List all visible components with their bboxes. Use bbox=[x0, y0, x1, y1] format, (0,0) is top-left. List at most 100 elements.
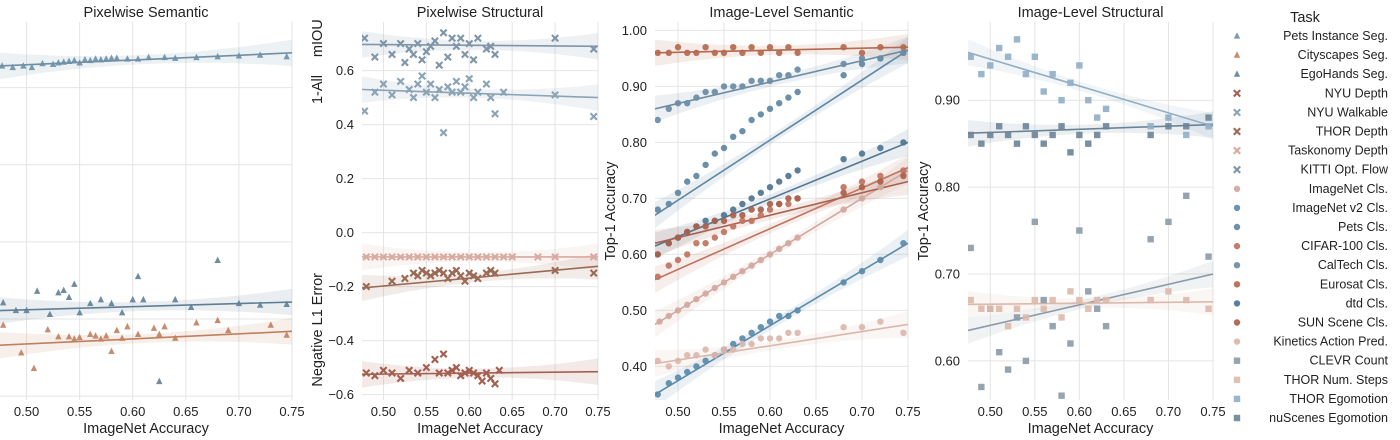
data-point bbox=[766, 335, 774, 342]
data-point bbox=[655, 206, 661, 213]
data-point bbox=[443, 369, 452, 377]
data-point bbox=[785, 329, 792, 336]
data-point bbox=[776, 200, 783, 208]
data-point bbox=[900, 240, 907, 247]
legend-marker bbox=[1233, 185, 1241, 192]
data-point bbox=[684, 178, 691, 185]
regression-line bbox=[655, 166, 908, 281]
data-point bbox=[396, 374, 405, 383]
y-tick-label: 0.60 bbox=[622, 247, 647, 262]
data-point bbox=[1067, 149, 1074, 156]
legend-marker bbox=[1233, 262, 1241, 269]
data-point bbox=[150, 324, 158, 331]
data-point bbox=[748, 217, 755, 224]
data-point bbox=[1102, 296, 1110, 304]
data-point bbox=[1165, 218, 1172, 226]
data-point bbox=[491, 252, 499, 261]
x-tick-label: 0.55 bbox=[711, 404, 736, 419]
data-point bbox=[785, 94, 792, 101]
data-point bbox=[60, 58, 67, 65]
data-point bbox=[766, 206, 774, 213]
data-point bbox=[900, 172, 907, 180]
legend-label: CLEVR Count bbox=[1309, 354, 1388, 368]
regression-line bbox=[655, 180, 908, 244]
data-point bbox=[1165, 288, 1172, 295]
data-point bbox=[551, 90, 560, 99]
legend-marker bbox=[1233, 242, 1241, 250]
data-point bbox=[426, 80, 435, 89]
data-point bbox=[418, 55, 427, 64]
data-point bbox=[720, 346, 728, 353]
data-point bbox=[456, 34, 465, 43]
data-point bbox=[422, 252, 431, 261]
legend-label: NYU Walkable bbox=[1307, 105, 1388, 119]
data-point bbox=[720, 228, 728, 236]
data-point bbox=[118, 334, 126, 341]
data-point bbox=[739, 128, 746, 135]
data-point bbox=[12, 306, 20, 314]
data-point bbox=[900, 167, 907, 174]
data-point bbox=[362, 252, 371, 261]
data-point bbox=[172, 54, 179, 61]
data-point bbox=[1085, 140, 1092, 147]
data-point bbox=[405, 85, 414, 94]
data-point bbox=[267, 321, 274, 328]
data-point bbox=[491, 379, 499, 388]
data-point bbox=[702, 346, 709, 353]
data-point bbox=[1085, 305, 1092, 312]
data-point bbox=[1093, 305, 1101, 312]
plot-area bbox=[968, 36, 1213, 399]
data-point bbox=[877, 318, 884, 325]
legend-label: THOR Num. Steps bbox=[1284, 373, 1388, 387]
data-point bbox=[684, 49, 691, 56]
data-point bbox=[1076, 131, 1083, 139]
data-point bbox=[877, 55, 884, 62]
data-point bbox=[473, 88, 482, 97]
data-point bbox=[776, 312, 783, 320]
data-point bbox=[987, 62, 994, 69]
data-point bbox=[55, 59, 62, 66]
data-point bbox=[665, 105, 672, 113]
data-point bbox=[448, 269, 457, 278]
data-point bbox=[225, 326, 232, 334]
data-point bbox=[1004, 131, 1012, 139]
data-point bbox=[665, 200, 672, 208]
data-point bbox=[1049, 131, 1056, 139]
data-point bbox=[655, 251, 661, 258]
data-point bbox=[1085, 97, 1092, 104]
data-point bbox=[684, 368, 691, 376]
y-tick-label: 0.50 bbox=[622, 303, 647, 318]
plot-area bbox=[0, 39, 292, 385]
data-point bbox=[693, 363, 700, 370]
x-tick-label: 0.65 bbox=[803, 404, 828, 419]
data-point bbox=[968, 53, 974, 60]
data-point bbox=[235, 299, 243, 307]
data-point bbox=[388, 90, 396, 99]
regression-line bbox=[655, 49, 908, 216]
data-point bbox=[362, 107, 369, 116]
data-point bbox=[456, 371, 465, 380]
x-tick-label: 0.75 bbox=[895, 404, 920, 419]
data-point bbox=[1004, 322, 1012, 330]
legend-marker bbox=[1233, 223, 1241, 231]
data-point bbox=[134, 330, 142, 338]
y-tick-label: 0.4 bbox=[336, 117, 354, 132]
data-point bbox=[473, 274, 482, 283]
data-point bbox=[124, 322, 131, 330]
data-point bbox=[785, 200, 792, 208]
x-axis-label: ImageNet Accuracy bbox=[83, 421, 209, 437]
regression-line bbox=[655, 323, 908, 365]
data-point bbox=[757, 212, 764, 219]
data-point bbox=[900, 139, 907, 146]
data-point bbox=[435, 266, 444, 275]
data-point bbox=[87, 56, 94, 64]
regression-line bbox=[968, 301, 1213, 306]
panel-2: 0.50 0.55 0.60 0.65 0.70 0.75 −0.6 −0.4 −0.2 0.0 0… bbox=[310, 5, 611, 437]
data-point bbox=[1205, 123, 1212, 130]
data-point bbox=[684, 251, 691, 258]
data-point bbox=[730, 346, 737, 353]
data-point bbox=[486, 42, 495, 51]
y-tick-label: 0.80 bbox=[622, 135, 647, 150]
data-point bbox=[693, 352, 700, 359]
x-tick-label: 0.75 bbox=[1200, 404, 1225, 419]
